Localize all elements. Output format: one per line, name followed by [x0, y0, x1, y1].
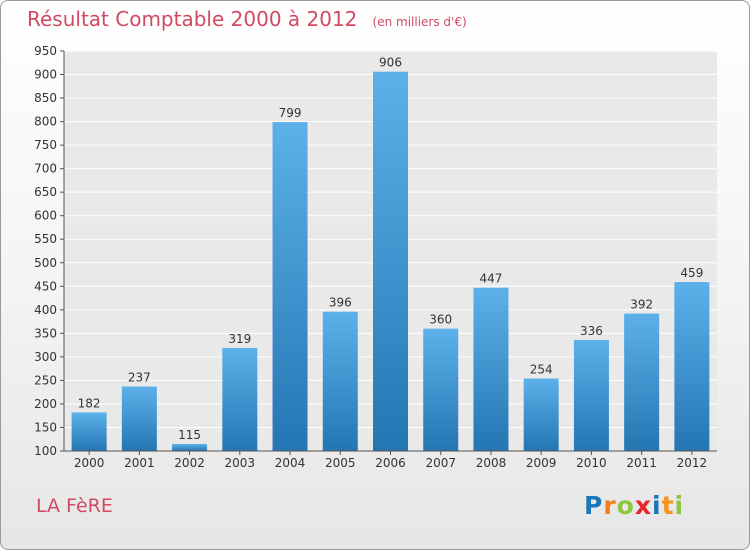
x-tick-label: 2002 [174, 456, 205, 470]
bar [573, 339, 609, 451]
bar [423, 328, 459, 451]
x-tick-label: 2006 [375, 456, 406, 470]
logo-letter: x [634, 491, 652, 520]
data-label: 447 [480, 272, 503, 286]
x-tick-label: 2012 [677, 456, 708, 470]
y-tick-label: 350 [34, 326, 57, 340]
y-axis: 100 150 200 250 300 350 400 450 500 550 600 650 700 7… [34, 44, 65, 458]
logo-letter: t [661, 491, 675, 520]
x-tick-label: 2000 [74, 456, 105, 470]
y-tick-label: 300 [34, 350, 57, 364]
bar [322, 311, 358, 451]
y-tick-label: 850 [34, 91, 57, 105]
y-tick-label: 700 [34, 162, 57, 176]
data-label: 906 [379, 56, 402, 70]
data-label: 115 [178, 428, 201, 442]
y-tick-label: 750 [34, 138, 57, 152]
chart-unit: (en milliers d'€) [372, 15, 467, 29]
bar [523, 378, 559, 451]
data-label: 799 [279, 106, 302, 120]
logo-letter: P [584, 491, 604, 520]
bar [71, 412, 107, 451]
y-tick-label: 250 [34, 373, 57, 387]
bars: 182 237 115 319 799 396 906 360 447 254 336 392 459 [71, 56, 710, 452]
title-row: Résultat Comptable 2000 à 2012 (en milli… [27, 7, 467, 31]
y-tick-label: 100 [34, 444, 57, 458]
data-label: 396 [329, 296, 352, 310]
x-tick-label: 2008 [476, 456, 507, 470]
bar [674, 282, 710, 451]
logo-letter: i [652, 491, 662, 520]
y-tick-label: 400 [34, 303, 57, 317]
bar [222, 347, 258, 451]
x-tick-label: 2009 [526, 456, 557, 470]
logo-letter: i [674, 491, 685, 520]
y-tick-label: 600 [34, 209, 57, 223]
x-tick-label: 2010 [576, 456, 607, 470]
y-tick-label: 450 [34, 279, 57, 293]
y-tick-label: 650 [34, 185, 57, 199]
data-label: 392 [630, 298, 653, 312]
data-label: 360 [429, 313, 452, 327]
data-label: 182 [78, 396, 101, 410]
data-label: 237 [128, 371, 151, 385]
bar [373, 71, 408, 452]
y-tick-label: 200 [34, 397, 57, 411]
data-label: 254 [530, 363, 553, 377]
bar [172, 443, 208, 451]
bar [121, 386, 157, 451]
x-tick-label: 2007 [425, 456, 456, 470]
y-tick-label: 150 [34, 420, 57, 434]
data-label: 336 [580, 324, 603, 338]
commune-name: LA FèRE [36, 495, 113, 517]
chart-title: Résultat Comptable 2000 à 2012 [27, 7, 358, 31]
logo-letter: o [616, 491, 635, 520]
bar [272, 122, 308, 451]
y-tick-label: 550 [34, 232, 57, 246]
data-label: 319 [228, 332, 251, 346]
x-tick-label: 2001 [124, 456, 155, 470]
bar [473, 287, 509, 451]
x-tick-label: 2011 [626, 456, 657, 470]
y-tick-label: 800 [34, 115, 57, 129]
y-tick-label: 900 [34, 68, 57, 82]
proxiti-logo[interactable]: Proxiti [584, 491, 684, 520]
logo-letter: r [603, 491, 617, 520]
x-tick-label: 2003 [225, 456, 256, 470]
data-label: 459 [680, 266, 703, 280]
x-tick-label: 2005 [325, 456, 356, 470]
y-tick-label: 500 [34, 256, 57, 270]
x-tick-label: 2004 [275, 456, 306, 470]
y-tick-label: 950 [34, 44, 57, 58]
bar [624, 313, 660, 451]
x-axis: 2000 2001 2002 2003 2004 2005 2006 2007 2008 2009… [64, 450, 717, 470]
